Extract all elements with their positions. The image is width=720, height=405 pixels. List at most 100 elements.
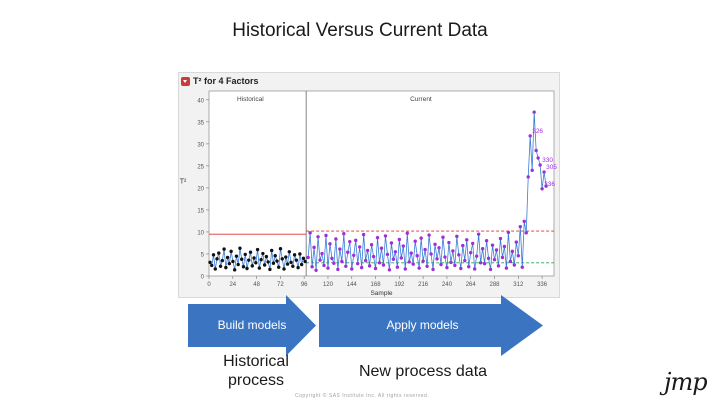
current-data-point — [401, 244, 406, 248]
historical-data-point — [222, 247, 226, 251]
current-data-point — [463, 258, 467, 263]
historical-data-point — [257, 266, 262, 270]
historical-data-point — [243, 252, 247, 257]
historical-data-point — [220, 258, 225, 263]
current-data-point — [322, 263, 326, 268]
apply-models-label: Apply models — [386, 318, 459, 332]
historical-data-point — [238, 246, 242, 250]
historical-data-point — [231, 259, 235, 264]
y-axis-label: T² — [180, 179, 187, 186]
current-data-point — [306, 255, 310, 260]
current-data-point — [544, 184, 548, 188]
current-data-point — [451, 249, 455, 253]
historical-data-point — [224, 265, 228, 270]
current-data-point — [476, 232, 481, 236]
historical-process-line1: Historical — [223, 353, 289, 370]
current-data-point — [480, 246, 485, 251]
current-data-point — [532, 110, 536, 114]
historical-data-point — [284, 255, 288, 259]
current-data-point — [352, 253, 356, 257]
x-tick-label: 312 — [513, 282, 524, 288]
historical-data-point — [291, 264, 295, 269]
current-data-point — [346, 250, 350, 254]
x-tick-label: 336 — [537, 282, 548, 288]
x-axis-label: Sample — [370, 290, 392, 297]
current-data-point — [393, 250, 398, 254]
historical-data-point — [254, 261, 258, 265]
current-data-point — [314, 268, 318, 272]
current-data-point — [326, 266, 330, 270]
current-data-point — [399, 256, 404, 260]
x-tick-label: 216 — [418, 282, 429, 288]
current-data-point — [407, 260, 411, 264]
current-data-point — [534, 148, 538, 153]
current-data-point — [492, 258, 497, 262]
x-tick-label: 168 — [371, 282, 382, 288]
current-data-point — [361, 232, 366, 237]
current-data-point — [449, 260, 453, 265]
current-data-point — [526, 175, 530, 179]
point-label: 336 — [544, 181, 555, 188]
historical-data-point — [264, 254, 269, 259]
historical-data-point — [275, 259, 279, 263]
current-data-point — [441, 235, 445, 239]
current-data-point — [373, 266, 378, 271]
historical-data-point — [208, 260, 212, 265]
build-models-arrow — [188, 295, 316, 356]
historical-data-point — [266, 260, 270, 264]
current-data-point — [365, 248, 370, 253]
historical-data-point — [217, 251, 221, 255]
historical-data-point — [240, 257, 244, 261]
historical-data-point — [234, 254, 239, 258]
y-tick-label: 20 — [197, 186, 204, 192]
current-data-point — [425, 264, 429, 269]
current-data-point — [512, 263, 517, 267]
current-data-point — [508, 259, 513, 264]
historical-data-point — [289, 260, 293, 265]
current-data-point — [409, 251, 413, 255]
historical-data-point — [303, 259, 307, 264]
historical-data-point — [278, 246, 283, 251]
current-data-point — [334, 237, 338, 241]
y-tick-label: 15 — [197, 208, 204, 214]
current-data-point — [413, 239, 417, 243]
historical-data-point — [292, 253, 297, 257]
historical-data-point — [277, 265, 281, 269]
x-tick-label: 24 — [229, 282, 236, 288]
current-data-point — [354, 238, 358, 243]
current-data-point — [447, 240, 451, 245]
x-tick-label: 0 — [207, 282, 211, 288]
x-tick-label: 72 — [277, 282, 284, 288]
control-chart-panel: 0 5 10 15 20 25 30 35 40 0 24 48 72 96 120 144 168 192 216… — [178, 72, 560, 298]
historical-data-point — [271, 261, 276, 265]
current-data-point — [332, 261, 336, 265]
current-data-point — [397, 237, 402, 242]
x-tick-label: 240 — [442, 282, 453, 288]
current-data-point — [403, 267, 407, 271]
phase-label-historical: Historical — [237, 96, 264, 103]
copyright-notice: Copyright © SAS Institute Inc. All right… — [295, 393, 430, 399]
y-tick-label: 40 — [197, 98, 204, 104]
historical-data-point — [252, 256, 256, 260]
historical-process-line2: process — [227, 372, 285, 389]
historical-data-point — [211, 253, 216, 257]
historical-data-point — [299, 262, 304, 267]
historical-data-point — [232, 268, 237, 272]
plot-area — [208, 90, 555, 277]
disclosure-icon[interactable] — [181, 76, 190, 86]
current-data-point — [429, 252, 433, 256]
current-data-point — [419, 236, 423, 240]
historical-data-point — [213, 267, 217, 271]
current-data-point — [348, 239, 352, 244]
historical-data-point — [273, 254, 277, 258]
current-data-point — [486, 256, 491, 261]
historical-data-point — [261, 251, 265, 256]
current-data-point — [375, 235, 380, 240]
x-tick-label: 120 — [323, 282, 334, 288]
historical-data-point — [269, 248, 274, 253]
historical-data-point — [215, 257, 219, 261]
current-data-point — [350, 267, 354, 271]
current-data-point — [371, 254, 376, 259]
x-tick-label: 264 — [466, 282, 477, 288]
current-data-point — [356, 261, 360, 266]
